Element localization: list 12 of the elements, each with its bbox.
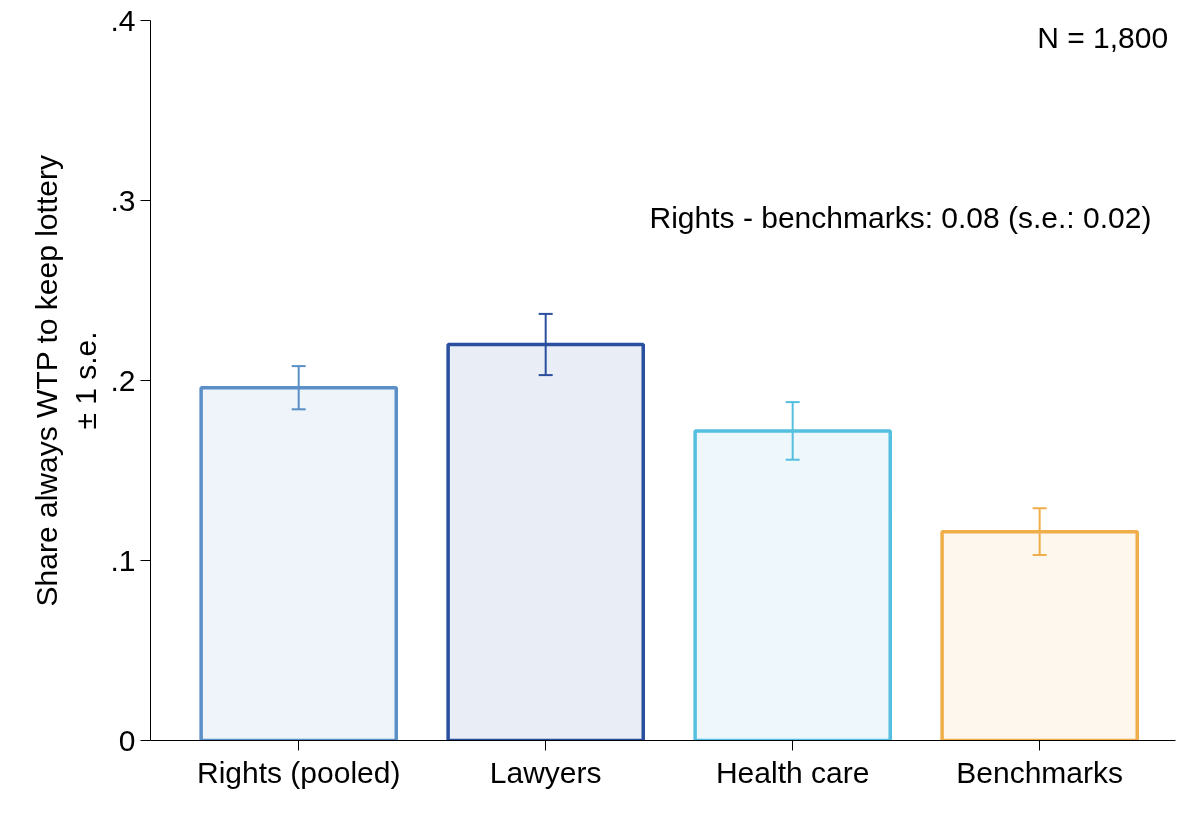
y-tick-label: .4 (110, 3, 136, 37)
x-tick-label: Rights (pooled) (196, 755, 401, 789)
x-tick-label: Lawyers (489, 755, 602, 789)
y-axis-title: Share always WTP to keep lottery ± 1 s.e. (29, 155, 103, 607)
y-tick-label: .2 (110, 363, 136, 397)
y-tick-label: .3 (110, 183, 136, 217)
y-tick-label: 0 (118, 723, 136, 757)
annotation: N = 1,800 (1037, 20, 1169, 54)
x-tick-label: Health care (715, 755, 870, 789)
y-tick-label: .1 (110, 543, 136, 577)
annotation: Rights - benchmarks: 0.08 (s.e.: 0.02) (649, 200, 1152, 234)
x-tick-label: Benchmarks (956, 755, 1124, 789)
